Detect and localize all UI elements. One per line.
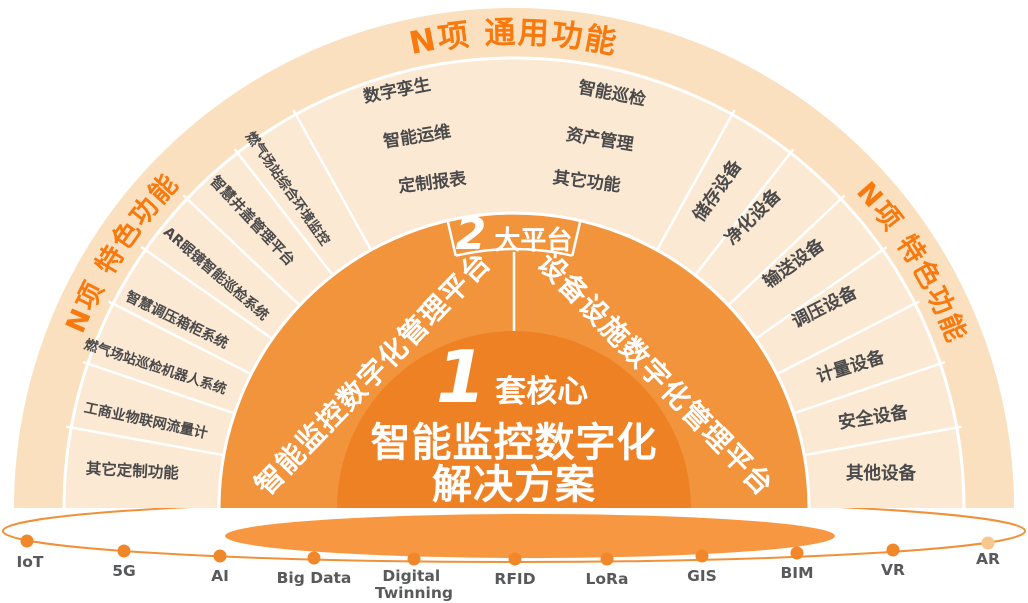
- ring-outer-arc: [217, 211, 811, 509]
- segment-divider: [140, 245, 274, 340]
- segment-divider: [233, 148, 334, 276]
- tech-label-gis: GIS: [687, 567, 717, 585]
- tech-label-digital-line2: Twinning: [375, 584, 453, 602]
- segment-divider: [776, 300, 920, 376]
- segment-divider: [292, 109, 373, 251]
- core-suffix: 套核心: [495, 374, 588, 410]
- band-divider-arc: [62, 56, 966, 509]
- badge-left-divider: [446, 220, 457, 256]
- segment-divider: [182, 194, 301, 307]
- core-title-line2: 解决方案: [432, 462, 596, 508]
- tech-dot-5g: [117, 544, 131, 558]
- tech-label-vr: VR: [881, 561, 905, 579]
- core-circle: [337, 331, 691, 508]
- tech-dot-rfid: [508, 552, 522, 566]
- segment-divider: [804, 425, 962, 457]
- segment-divider: [792, 360, 946, 415]
- core-title-line1: 智能监控数字化: [371, 420, 658, 466]
- tech-label-lora: LoRa: [586, 570, 629, 588]
- base-ellipse: [225, 514, 835, 558]
- segment-divider: [727, 194, 846, 307]
- tech-dot-bigdata: [307, 551, 321, 565]
- technology-dots: [20, 534, 995, 566]
- tech-dot-ai: [213, 549, 227, 563]
- core-heading: 1 套核心: [436, 335, 588, 419]
- tech-label-5g: 5G: [112, 562, 136, 580]
- tech-dot-digitaltwinning: [407, 552, 421, 566]
- segment-divider: [66, 425, 224, 457]
- right-segment-dividers: [655, 109, 962, 457]
- segment-divider: [108, 300, 252, 376]
- segment-divider: [754, 245, 888, 340]
- tech-label-digitaltwinning: Digital Twinning: [375, 567, 453, 602]
- tech-label-ar: AR: [976, 550, 1000, 568]
- badge-bottom-arc: [455, 247, 573, 257]
- badge-right-divider: [571, 220, 582, 256]
- segment-divider: [694, 148, 795, 276]
- left-segment-dividers: [66, 109, 373, 457]
- tech-label-rfid: RFID: [494, 570, 535, 588]
- tech-label-digital-line1: Digital: [382, 567, 440, 585]
- tech-label-ai: AI: [211, 567, 229, 585]
- tech-label-bim: BIM: [780, 564, 813, 582]
- platforms-badge: 2 大平台: [456, 209, 573, 260]
- tech-dot-lora: [600, 552, 614, 566]
- tech-dot-ar: [981, 536, 995, 550]
- badge-number: 2: [456, 209, 487, 260]
- tech-dot-iot: [20, 534, 34, 548]
- right-feature-label: 其他设备: [846, 463, 916, 484]
- left-feature-label: 其它定制功能: [85, 459, 179, 483]
- tech-dot-vr: [886, 543, 900, 557]
- technology-labels: IoT 5G AI Big Data Digital Twinning RFID…: [17, 550, 1001, 602]
- segment-divider: [655, 109, 736, 251]
- tech-dot-bim: [790, 546, 804, 560]
- tech-label-bigdata: Big Data: [277, 569, 352, 587]
- tech-dot-gis: [695, 549, 709, 563]
- tech-label-iot: IoT: [17, 553, 44, 571]
- badge-suffix: 大平台: [494, 225, 572, 256]
- segment-divider: [82, 360, 236, 415]
- core-number: 1: [436, 335, 486, 419]
